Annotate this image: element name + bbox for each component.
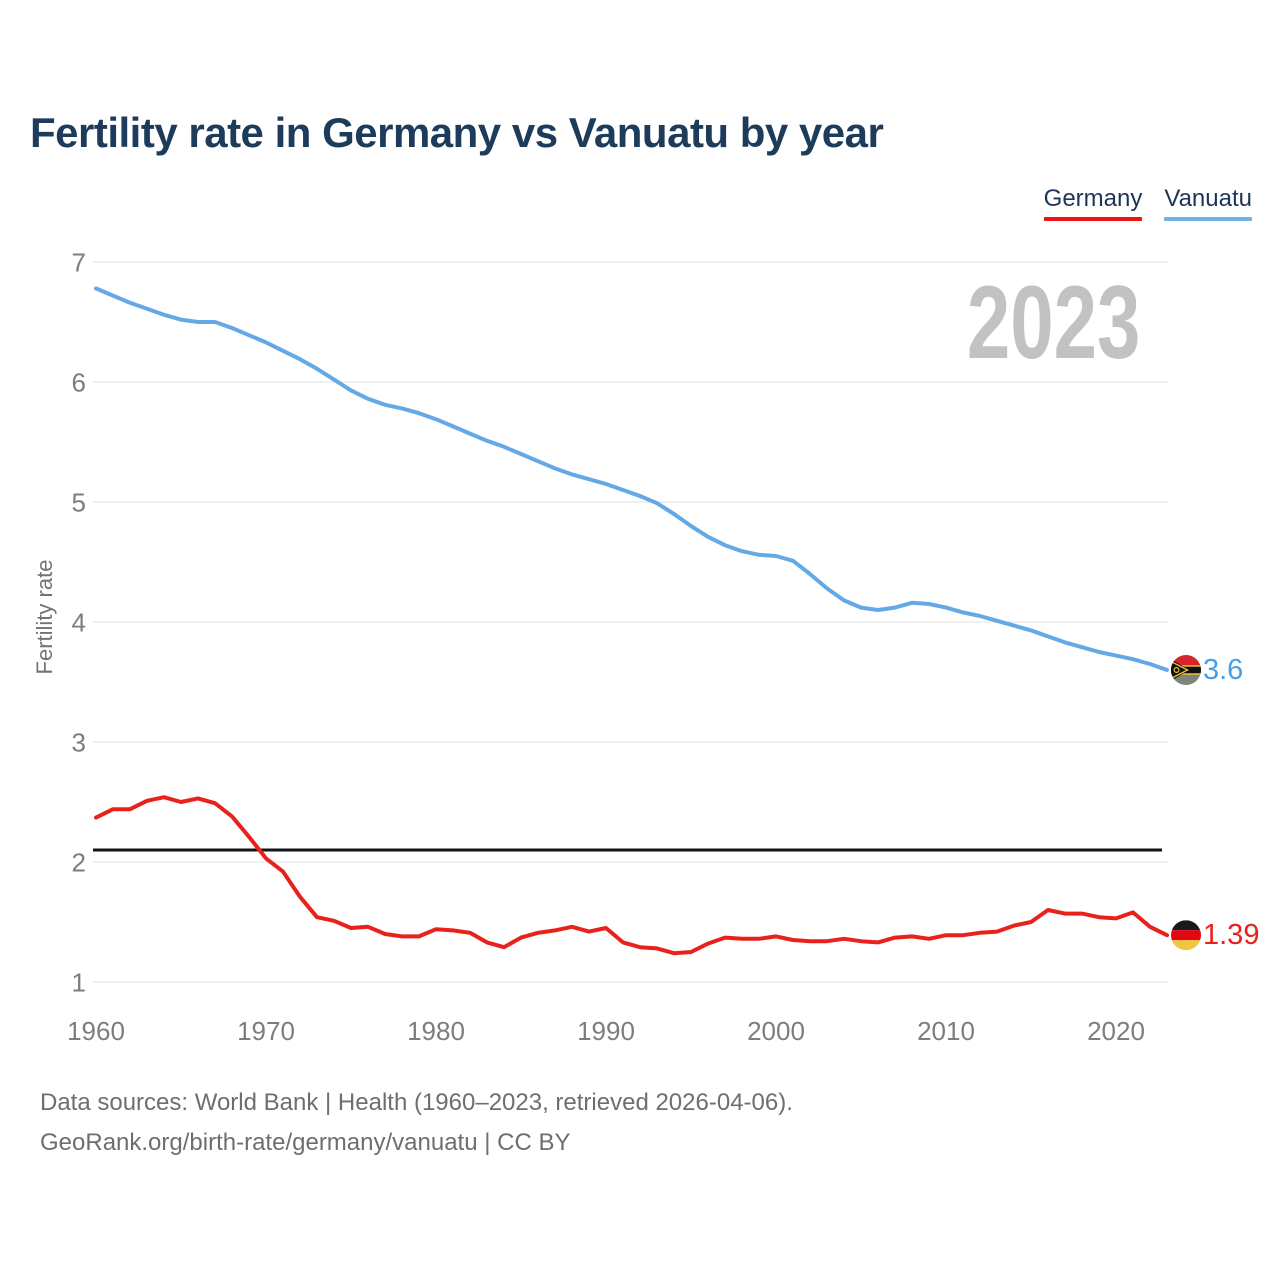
y-axis-title: Fertility rate — [32, 559, 57, 675]
germany-end-value: 1.39 — [1203, 919, 1260, 952]
y-tick-label: 2 — [72, 848, 86, 878]
year-watermark: 2023 — [966, 265, 1140, 381]
x-tick-label: 2000 — [747, 1016, 805, 1046]
legend-underline-vanuatu — [1164, 217, 1252, 221]
y-tick-label: 1 — [72, 968, 86, 998]
legend-item-vanuatu[interactable]: Vanuatu — [1164, 185, 1252, 221]
x-tick-label: 2020 — [1087, 1016, 1145, 1046]
footer-sources-line: Data sources: World Bank | Health (1960–… — [40, 1089, 793, 1116]
page-title: Fertility rate in Germany vs Vanuatu by … — [30, 109, 884, 156]
legend-label-vanuatu: Vanuatu — [1164, 185, 1252, 212]
x-tick-label: 1970 — [237, 1016, 295, 1046]
x-tick-label: 1960 — [67, 1016, 125, 1046]
vanuatu-end-value: 3.6 — [1203, 654, 1244, 686]
footer-link-line: GeoRank.org/birth-rate/germany/vanuatu |… — [40, 1129, 571, 1156]
vanuatu-flag-icon — [1171, 655, 1201, 685]
y-tick-label: 4 — [72, 608, 86, 638]
y-tick-label: 5 — [72, 488, 86, 518]
y-tick-label: 7 — [72, 248, 86, 278]
germany-flag-icon — [1171, 920, 1201, 951]
legend-label-germany: Germany — [1043, 185, 1143, 212]
y-tick-label: 3 — [72, 728, 86, 758]
x-tick-label: 1980 — [407, 1016, 465, 1046]
footer: Data sources: World Bank | Health (1960–… — [40, 1083, 793, 1163]
y-tick-label: 6 — [72, 368, 86, 398]
legend: Germany Vanuatu — [1043, 185, 1252, 221]
legend-item-germany[interactable]: Germany — [1043, 185, 1143, 221]
chart-canvas: 7 6 5 4 3 2 1 1960 1970 1980 1990 2000 2010 2020 — [67, 248, 1201, 1046]
vanuatu-line — [94, 286, 1169, 672]
x-tick-label: 1990 — [577, 1016, 635, 1046]
legend-underline-germany — [1043, 217, 1143, 221]
germany-line — [94, 795, 1169, 956]
x-tick-label: 2010 — [917, 1016, 975, 1046]
